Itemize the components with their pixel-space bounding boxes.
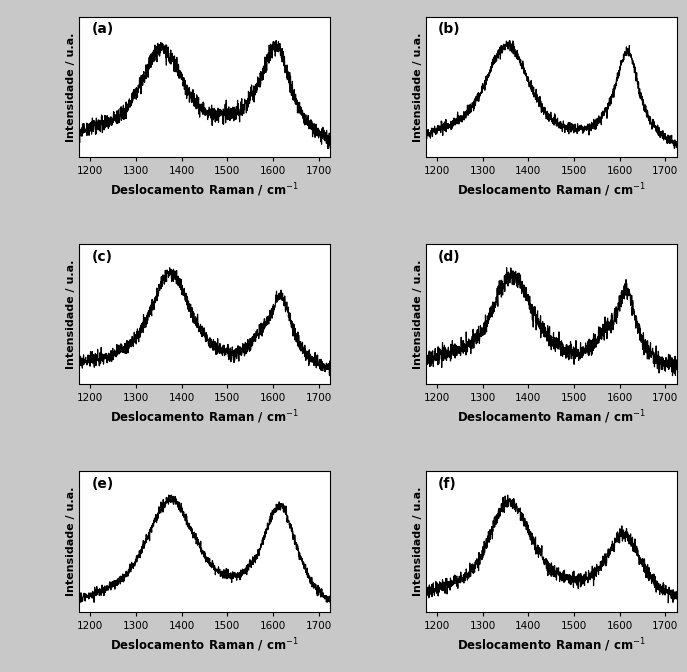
Y-axis label: Intensidade / u.a.: Intensidade / u.a. xyxy=(66,487,76,596)
Y-axis label: Intensidade / u.a.: Intensidade / u.a. xyxy=(66,259,76,369)
Y-axis label: Intensidade / u.a.: Intensidade / u.a. xyxy=(413,487,423,596)
Text: (b): (b) xyxy=(438,22,461,36)
Text: (e): (e) xyxy=(91,477,114,491)
X-axis label: Deslocamento Raman / cm$^{-1}$: Deslocamento Raman / cm$^{-1}$ xyxy=(110,181,299,199)
Y-axis label: Intensidade / u.a.: Intensidade / u.a. xyxy=(413,32,423,142)
X-axis label: Deslocamento Raman / cm$^{-1}$: Deslocamento Raman / cm$^{-1}$ xyxy=(457,409,646,427)
Text: (c): (c) xyxy=(91,249,113,263)
Text: (a): (a) xyxy=(91,22,114,36)
X-axis label: Deslocamento Raman / cm$^{-1}$: Deslocamento Raman / cm$^{-1}$ xyxy=(110,409,299,427)
X-axis label: Deslocamento Raman / cm$^{-1}$: Deslocamento Raman / cm$^{-1}$ xyxy=(457,181,646,199)
Y-axis label: Intensidade / u.a.: Intensidade / u.a. xyxy=(413,259,423,369)
X-axis label: Deslocamento Raman / cm$^{-1}$: Deslocamento Raman / cm$^{-1}$ xyxy=(110,636,299,654)
Text: (f): (f) xyxy=(438,477,457,491)
Y-axis label: Intensidade / u.a.: Intensidade / u.a. xyxy=(66,32,76,142)
X-axis label: Deslocamento Raman / cm$^{-1}$: Deslocamento Raman / cm$^{-1}$ xyxy=(457,636,646,654)
Text: (d): (d) xyxy=(438,249,461,263)
